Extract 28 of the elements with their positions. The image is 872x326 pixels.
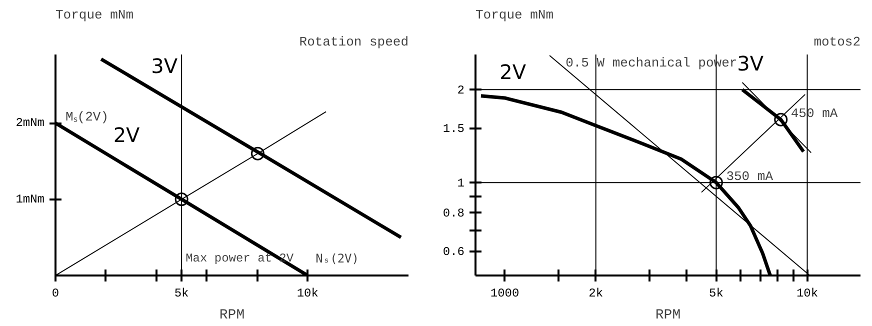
y-tick-label: 0.8 xyxy=(442,206,465,220)
ref-line-label: Max power at 2V xyxy=(186,252,294,266)
x-tick-label: 10k xyxy=(796,286,818,300)
y-tick-label: 1.5 xyxy=(442,122,465,136)
x-tick-label: 10k xyxy=(296,286,318,300)
y-tick-label: 2 xyxy=(457,84,464,98)
text: motos2 xyxy=(814,34,861,50)
annotation: Mₛ(2V) xyxy=(66,110,109,125)
y-tick-label: 1mNm xyxy=(16,192,45,206)
x-axis-title: RPM xyxy=(219,308,245,324)
series-label: 2V xyxy=(500,60,526,84)
series-label: 3V xyxy=(151,54,178,78)
y-axis-title: Torque mNm xyxy=(476,8,554,22)
annotation: Nₛ(2V) xyxy=(316,252,359,266)
x-axis-title: RPM xyxy=(655,308,681,324)
x-tick-label: 5k xyxy=(174,286,189,300)
x-tick-label: 2k xyxy=(588,286,604,300)
y-tick-label: 2mNm xyxy=(16,116,45,130)
series-label: 3V xyxy=(737,52,764,76)
x-tick-label: 0 xyxy=(52,286,60,300)
y-tick-label: 1 xyxy=(457,176,464,191)
x-tick-label: 5k xyxy=(709,286,724,300)
text: Rotation speed xyxy=(299,34,408,50)
series-label: 2V xyxy=(113,123,140,148)
x-tick-label: 1000 xyxy=(490,286,520,300)
y-axis-title: Torque mNm xyxy=(56,8,134,22)
annotation: 350 mA xyxy=(726,169,774,184)
y-tick-label: 0.6 xyxy=(442,245,465,260)
